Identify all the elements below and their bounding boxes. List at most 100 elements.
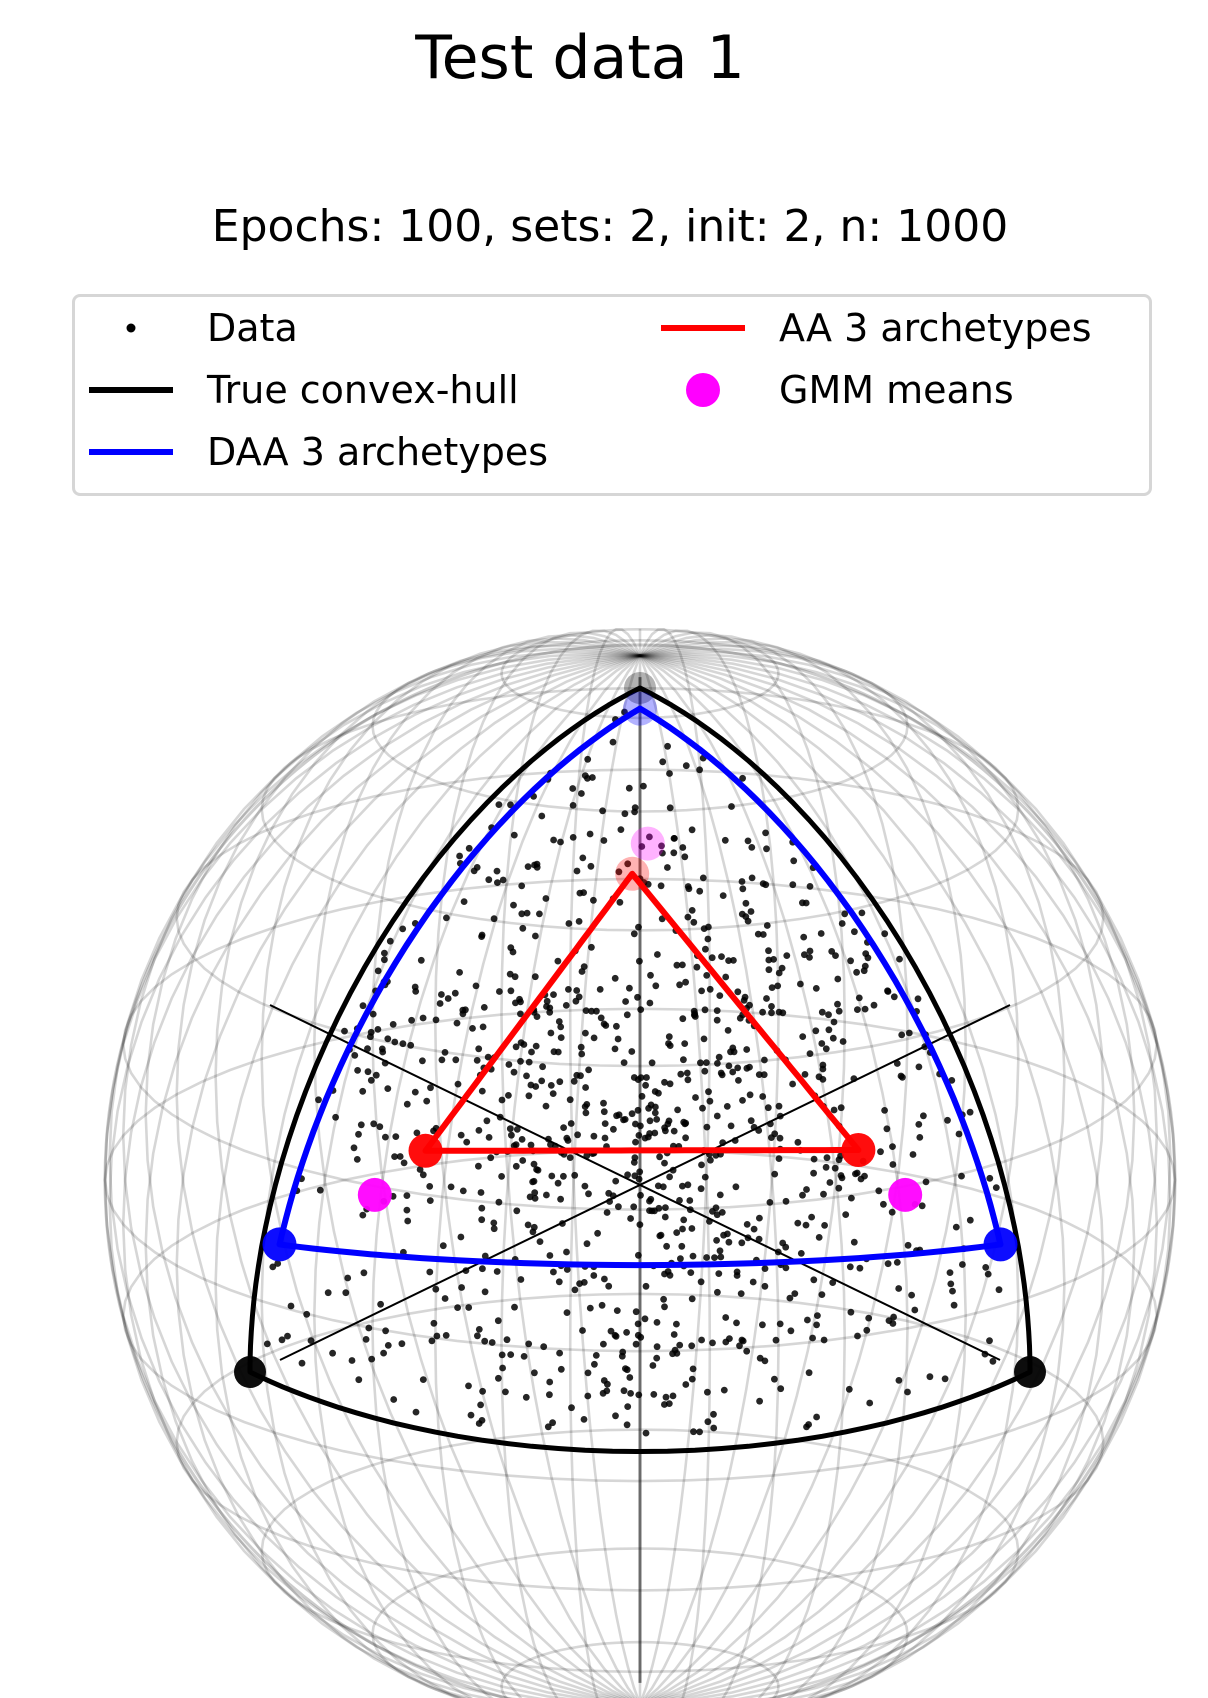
data-point <box>904 1388 911 1396</box>
data-point <box>533 1166 540 1173</box>
data-point <box>839 1038 847 1045</box>
wire-meridian <box>144 650 1136 1698</box>
data-point <box>686 1206 694 1214</box>
data-point <box>674 1106 681 1114</box>
data-point <box>704 1418 712 1426</box>
data-point <box>655 1204 663 1212</box>
data-point <box>376 1123 384 1131</box>
data-point <box>895 1377 903 1384</box>
data-point <box>679 1225 686 1233</box>
data-point <box>911 1306 919 1314</box>
data-point <box>506 1125 514 1133</box>
data-point <box>518 882 526 890</box>
data-point <box>557 1365 565 1373</box>
wire-meridian <box>175 647 1105 1698</box>
data-point <box>524 863 532 870</box>
data-point <box>739 885 747 893</box>
data-point <box>820 1190 827 1198</box>
data-point <box>676 981 683 989</box>
data-point <box>905 1029 913 1037</box>
data-point <box>984 1270 992 1278</box>
data-point <box>826 1179 834 1186</box>
data-point <box>782 1264 790 1272</box>
data-point <box>646 1117 654 1125</box>
data-point <box>889 1320 897 1327</box>
data-point <box>432 1285 440 1293</box>
data-point <box>730 957 737 964</box>
data-point <box>814 1312 821 1319</box>
data-point <box>915 1121 923 1128</box>
data-point <box>755 1235 763 1243</box>
gmm-mean-marker <box>357 1177 392 1212</box>
data-point <box>600 1377 608 1384</box>
data-point <box>532 1042 540 1050</box>
data-point <box>624 860 632 868</box>
data-point <box>684 1181 692 1189</box>
data-point <box>481 1252 489 1260</box>
data-point <box>848 1194 855 1202</box>
data-point <box>607 1327 615 1335</box>
data-point <box>689 1252 697 1260</box>
data-point <box>399 1040 407 1048</box>
data-point <box>820 1336 828 1344</box>
data-point <box>776 1320 784 1328</box>
data-point <box>472 982 480 990</box>
data-point <box>692 1094 699 1101</box>
data-point <box>661 1078 668 1086</box>
data-point <box>412 988 420 995</box>
data-point <box>767 1120 774 1128</box>
data-point <box>509 948 517 956</box>
data-point <box>584 1369 592 1377</box>
data-point <box>499 1364 506 1372</box>
data-point <box>426 1197 434 1204</box>
data-point <box>531 1369 538 1377</box>
data-point <box>958 1172 965 1180</box>
data-point <box>701 1067 709 1075</box>
wire-meridian <box>175 647 1105 1698</box>
data-point <box>527 1141 535 1149</box>
data-point <box>651 1129 659 1137</box>
data-point <box>708 954 716 962</box>
data-point <box>817 930 825 937</box>
data-point <box>895 1285 903 1292</box>
data-point <box>488 1339 496 1346</box>
data-point <box>359 1087 367 1095</box>
data-point <box>616 898 624 906</box>
data-point <box>899 1073 906 1081</box>
data-point <box>889 1161 897 1168</box>
vertex-markers <box>234 672 1046 1388</box>
data-point <box>944 1116 951 1124</box>
true-hull-vertex <box>1014 1356 1046 1388</box>
data-point <box>727 1122 735 1130</box>
data-point <box>676 1341 684 1349</box>
data-point <box>586 1304 594 1312</box>
data-point <box>682 1119 690 1127</box>
data-point <box>490 1219 498 1227</box>
data-point <box>733 1319 740 1327</box>
data-point <box>350 1144 358 1152</box>
data-point <box>627 1215 634 1222</box>
data-point <box>680 1056 687 1064</box>
data-point <box>518 910 526 918</box>
data-point <box>642 1081 649 1089</box>
data-point <box>620 1116 627 1124</box>
data-point <box>359 1211 367 1219</box>
data-point <box>612 1412 619 1420</box>
data-point <box>531 973 539 981</box>
daa-archetype-marker <box>262 1227 297 1262</box>
data-point <box>738 1239 746 1247</box>
data-point <box>738 878 746 885</box>
data-point <box>682 1134 689 1142</box>
data-point <box>613 1022 620 1030</box>
data-point <box>730 1048 738 1056</box>
data-point <box>782 1197 790 1205</box>
data-point <box>710 1424 718 1432</box>
data-point <box>441 1049 449 1056</box>
aa-archetype-marker <box>408 1133 443 1168</box>
data-point <box>834 1000 841 1008</box>
data-point <box>731 1137 739 1144</box>
data-point <box>369 1010 377 1018</box>
data-point <box>626 1374 634 1381</box>
data-point <box>847 957 854 965</box>
data-point <box>736 1342 743 1350</box>
